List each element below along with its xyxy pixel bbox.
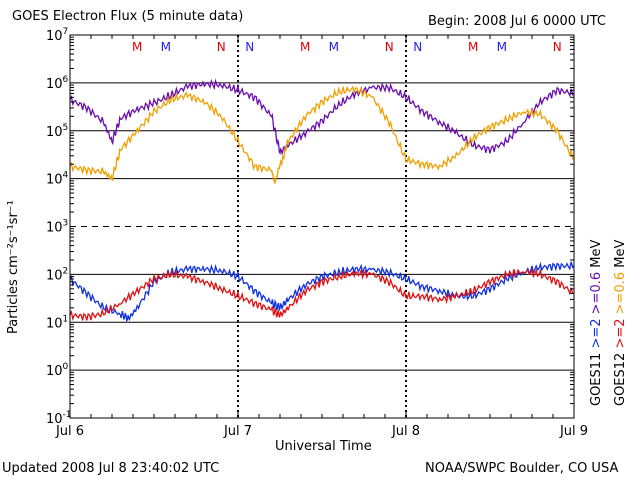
y-tick-label: 106 — [46, 75, 69, 92]
marker-label: N — [217, 40, 226, 54]
y-tick-exponent: 3 — [63, 219, 69, 229]
y-tick-exponent: 4 — [63, 171, 69, 181]
y-tick-labels: 1 0 -1 100 101 102 103 104 105 106 107 — [46, 27, 72, 427]
y-tick-exponent: 5 — [63, 123, 69, 133]
axes — [69, 34, 575, 419]
y-tick-exponent: 1 — [63, 314, 69, 324]
marker-label: M — [468, 40, 478, 54]
series-line-goes12-0-6-mev — [69, 85, 575, 185]
marker-label: M — [497, 40, 507, 54]
series-line-goes12-2-mev — [69, 268, 575, 322]
x-tick-label: Jul 6 — [55, 424, 84, 439]
marker-label: N — [245, 40, 254, 54]
y-tick-exponent: 6 — [63, 75, 69, 85]
updated-timestamp: Updated 2008 Jul 8 23:40:02 UTC — [2, 461, 220, 476]
legend-entry: >=0.6 — [613, 271, 628, 319]
y-tick-label: 103 — [46, 219, 68, 236]
plot-frame — [69, 34, 575, 419]
x-tick-label: Jul 7 — [223, 424, 252, 439]
y-tick-exponent: 0 — [63, 362, 69, 372]
series-line-goes11-0-6-mev — [69, 78, 575, 156]
marker-label: M — [300, 40, 310, 54]
marker-label: M — [329, 40, 339, 54]
y-tick-label: 104 — [46, 171, 69, 188]
x-tick-label: Jul 9 — [559, 424, 588, 439]
legend-entry: GOES11 — [589, 352, 604, 406]
y-tick-label: 101 — [46, 314, 68, 331]
y-tick-label: 107 — [46, 27, 68, 44]
y-tick-exponent: 7 — [63, 27, 69, 37]
legend-goes11: GOES11 >=2 >=0.6 MeV — [589, 240, 604, 406]
marker-label: N — [553, 40, 562, 54]
y-tick-exponent: -1 — [63, 410, 72, 420]
chart-title: GOES Electron Flux (5 minute data) — [12, 9, 244, 24]
x-tick-label: Jul 8 — [391, 424, 420, 439]
series-lines — [69, 78, 575, 323]
y-tick-exponent: 2 — [63, 266, 69, 276]
grid-lines — [70, 35, 574, 418]
legend-entry: >=2 — [613, 318, 628, 353]
begin-label: Begin: 2008 Jul 6 0000 UTC — [428, 14, 606, 29]
marker-label: N — [413, 40, 422, 54]
series-line-goes11-2-mev — [69, 261, 575, 323]
x-tick-labels: Jul 6 Jul 7 Jul 8 Jul 9 — [55, 424, 588, 439]
y-tick-label: 105 — [46, 123, 68, 140]
y-tick-label: 102 — [46, 266, 68, 283]
legend-entry: >=2 — [589, 318, 604, 353]
marker-label: M — [161, 40, 171, 54]
legend-entry: >=0.6 — [589, 271, 604, 319]
legend-goes12: GOES12 >=2 >=0.6 MeV — [613, 240, 628, 406]
y-axis-label-text: Particles cm⁻²s⁻¹sr⁻¹ — [6, 200, 21, 334]
x-axis-label: Universal Time — [275, 439, 372, 454]
marker-label: M — [132, 40, 142, 54]
y-tick-label: 100 — [46, 362, 69, 379]
source-credit: NOAA/SWPC Boulder, CO USA — [425, 461, 619, 476]
legend-entry: MeV — [613, 239, 628, 272]
legend-entry: MeV — [589, 239, 604, 272]
legend-entry: GOES12 — [613, 352, 628, 406]
marker-label: N — [385, 40, 394, 54]
y-axis-label: Particles cm⁻²s⁻¹sr⁻¹ — [6, 200, 21, 334]
